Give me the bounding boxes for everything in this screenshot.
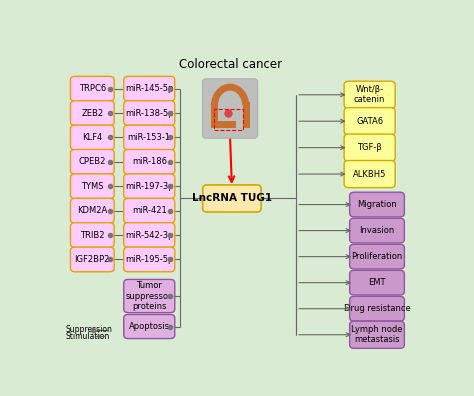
Text: Proliferation: Proliferation bbox=[351, 252, 402, 261]
FancyBboxPatch shape bbox=[350, 192, 404, 217]
Bar bbox=[213, 109, 243, 130]
Text: miR-421: miR-421 bbox=[132, 206, 167, 215]
FancyBboxPatch shape bbox=[71, 125, 114, 150]
Text: KLF4: KLF4 bbox=[82, 133, 102, 142]
Text: Invasion: Invasion bbox=[359, 226, 395, 235]
Text: IGF2BP2: IGF2BP2 bbox=[74, 255, 110, 264]
Text: miR-195-5p: miR-195-5p bbox=[125, 255, 173, 264]
FancyBboxPatch shape bbox=[71, 223, 114, 248]
FancyBboxPatch shape bbox=[124, 314, 175, 339]
Text: Stimulation: Stimulation bbox=[66, 332, 110, 341]
FancyBboxPatch shape bbox=[71, 101, 114, 126]
Text: Suppression: Suppression bbox=[66, 326, 113, 334]
FancyBboxPatch shape bbox=[344, 108, 395, 135]
FancyBboxPatch shape bbox=[350, 244, 404, 269]
Text: TGF-β: TGF-β bbox=[357, 143, 382, 152]
FancyBboxPatch shape bbox=[124, 101, 175, 126]
FancyBboxPatch shape bbox=[350, 218, 404, 243]
Text: miR-145-5p: miR-145-5p bbox=[125, 84, 173, 93]
FancyBboxPatch shape bbox=[344, 160, 395, 188]
FancyBboxPatch shape bbox=[203, 185, 261, 212]
Text: Wnt/β-
catenin: Wnt/β- catenin bbox=[354, 85, 385, 105]
FancyBboxPatch shape bbox=[350, 321, 404, 348]
FancyBboxPatch shape bbox=[350, 296, 404, 321]
FancyBboxPatch shape bbox=[350, 270, 404, 295]
Text: Colorectal cancer: Colorectal cancer bbox=[179, 58, 282, 71]
Text: miR-186: miR-186 bbox=[132, 157, 167, 166]
Text: TYMS: TYMS bbox=[81, 182, 103, 191]
Text: ZEB2: ZEB2 bbox=[81, 109, 103, 118]
Text: CPEB2: CPEB2 bbox=[79, 157, 106, 166]
Text: miR-138-5p: miR-138-5p bbox=[125, 109, 173, 118]
FancyBboxPatch shape bbox=[344, 134, 395, 161]
Text: KDM2A: KDM2A bbox=[77, 206, 108, 215]
FancyBboxPatch shape bbox=[124, 150, 175, 174]
FancyBboxPatch shape bbox=[71, 198, 114, 223]
Text: Drug resistance: Drug resistance bbox=[344, 304, 410, 313]
FancyBboxPatch shape bbox=[71, 150, 114, 174]
Text: TRIB2: TRIB2 bbox=[80, 230, 105, 240]
Text: TRPC6: TRPC6 bbox=[79, 84, 106, 93]
Text: Tumor
suppressor
proteins: Tumor suppressor proteins bbox=[126, 281, 173, 311]
FancyBboxPatch shape bbox=[124, 125, 175, 150]
FancyBboxPatch shape bbox=[71, 247, 114, 272]
FancyBboxPatch shape bbox=[344, 81, 395, 109]
FancyBboxPatch shape bbox=[124, 223, 175, 248]
Text: ALKBH5: ALKBH5 bbox=[353, 169, 386, 179]
Text: miR-197-3p: miR-197-3p bbox=[125, 182, 173, 191]
Text: miR-542-3p: miR-542-3p bbox=[125, 230, 173, 240]
Text: GATA6: GATA6 bbox=[356, 117, 383, 126]
Text: Lymph node
metastasis: Lymph node metastasis bbox=[351, 325, 403, 345]
FancyBboxPatch shape bbox=[124, 198, 175, 223]
FancyBboxPatch shape bbox=[124, 280, 175, 313]
FancyBboxPatch shape bbox=[71, 76, 114, 101]
FancyBboxPatch shape bbox=[71, 174, 114, 199]
Text: EMT: EMT bbox=[368, 278, 386, 287]
FancyBboxPatch shape bbox=[124, 76, 175, 101]
FancyBboxPatch shape bbox=[202, 79, 258, 138]
FancyBboxPatch shape bbox=[124, 247, 175, 272]
Text: Migration: Migration bbox=[357, 200, 397, 209]
FancyBboxPatch shape bbox=[124, 174, 175, 199]
Text: miR-153-1: miR-153-1 bbox=[128, 133, 171, 142]
Text: Apoptosis: Apoptosis bbox=[128, 322, 170, 331]
Text: LncRNA TUG1: LncRNA TUG1 bbox=[192, 194, 272, 204]
